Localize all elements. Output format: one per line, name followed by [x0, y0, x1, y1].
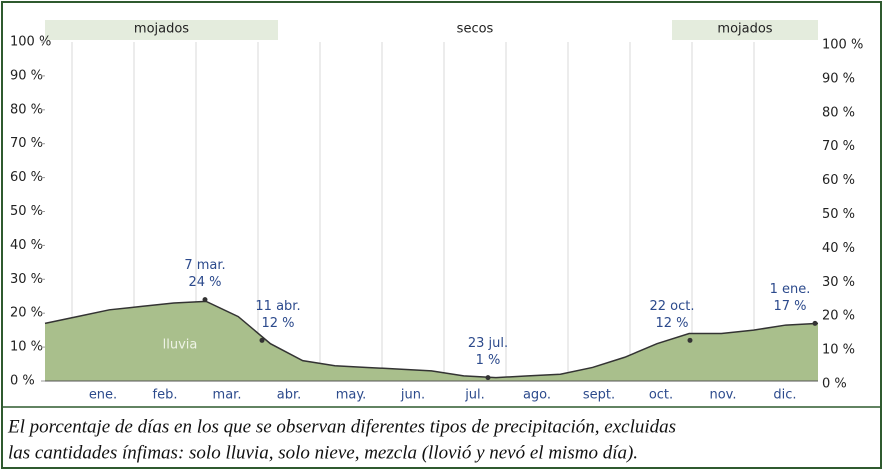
annotation-date: 7 mar. [184, 258, 225, 273]
x-tick-label: dic. [773, 388, 796, 403]
x-tick-label: ago. [523, 388, 551, 403]
x-tick-label: feb. [153, 388, 178, 403]
x-tick-label: nov. [709, 388, 736, 403]
annotation-label: 12 % [261, 316, 294, 331]
season-band [278, 20, 672, 40]
y-tick-label: 10 % [10, 340, 43, 355]
x-tick-label: jul. [464, 388, 485, 403]
annotation-date: 11 abr. [255, 299, 300, 314]
y-tick-label: 0 % [10, 374, 35, 389]
y2-tick-label: 40 % [822, 241, 855, 256]
season-band [672, 20, 818, 40]
y2-tick-label: 20 % [822, 309, 855, 324]
x-tick-label: sept. [583, 388, 615, 403]
area [45, 301, 818, 381]
x-tick-label: mar. [213, 388, 242, 403]
area-line [44, 300, 819, 379]
season-label: mojados [717, 22, 772, 37]
y-tick-label: 30 % [10, 272, 43, 287]
y2-tick-label: 50 % [822, 207, 855, 222]
y-tick-label: 60 % [10, 170, 43, 185]
annotation-label: 17 % [773, 299, 806, 314]
season-band [45, 20, 278, 40]
y-tick-label: 40 % [10, 238, 43, 253]
series-label: lluvia [163, 338, 198, 353]
y2-tick-label: 80 % [822, 105, 855, 120]
caption-line: El porcentaje de días en los que se obse… [7, 416, 676, 437]
y-tick-label: 80 % [10, 102, 43, 117]
y-tick-label: 50 % [10, 204, 43, 219]
y2-tick-label: 30 % [822, 275, 855, 290]
y2-tick-label: 70 % [822, 139, 855, 154]
annotation-label: 24 % [188, 275, 221, 290]
x-tick-label: may. [336, 388, 367, 403]
annotation-date: 1 ene. [770, 282, 811, 297]
annotation-label: 1 % [476, 353, 501, 368]
annotation-dot [202, 297, 208, 303]
annotation-dot [485, 375, 491, 381]
y2-tick-label: 10 % [822, 343, 855, 358]
y2-tick-label: 100 % [822, 38, 863, 53]
season-label: mojados [134, 22, 189, 37]
caption-line: las cantidades ínfimas: solo lluvia, sol… [8, 442, 638, 463]
y2-tick-label: 0 % [822, 377, 847, 392]
annotation-dot [259, 337, 265, 343]
x-tick-label: jun. [400, 388, 425, 403]
x-tick-label: abr. [277, 388, 302, 403]
annotation-dot [687, 337, 693, 343]
x-tick-label: oct. [649, 388, 673, 403]
y-tick-label: 20 % [10, 306, 43, 321]
annotation-label: 12 % [655, 316, 688, 331]
season-label: secos [457, 22, 494, 37]
annotation-dot [812, 320, 818, 326]
y-tick-label: 100 % [10, 35, 51, 50]
y-tick-label: 90 % [10, 68, 43, 83]
y2-tick-label: 60 % [822, 173, 855, 188]
y-tick-label: 70 % [10, 136, 43, 151]
y2-tick-label: 90 % [822, 71, 855, 86]
annotation-date: 23 jul. [468, 336, 508, 351]
x-tick-label: ene. [89, 388, 117, 403]
annotation-date: 22 oct. [649, 299, 694, 314]
